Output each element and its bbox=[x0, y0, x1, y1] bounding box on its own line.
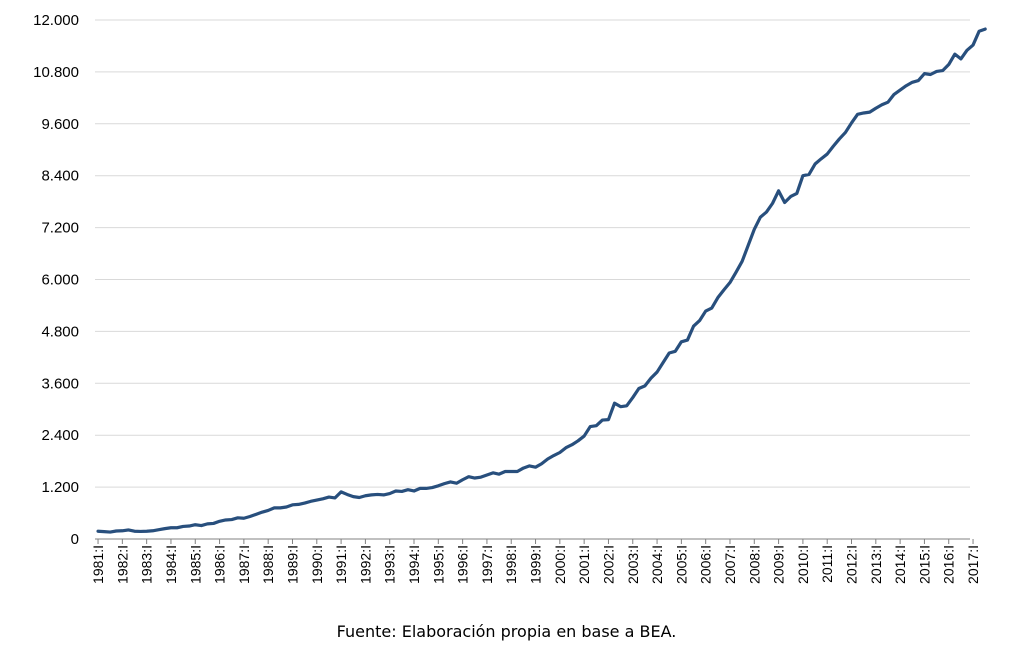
x-tick-label: 1994:I bbox=[406, 545, 422, 584]
x-tick-label: 2000:I bbox=[552, 545, 568, 584]
y-tick-label: 9.600 bbox=[41, 116, 79, 133]
x-tick-label: 2013:I bbox=[868, 545, 884, 584]
x-tick-label: 1981:I bbox=[90, 545, 106, 584]
y-tick-label: 6.000 bbox=[41, 272, 79, 289]
x-tick-label: 1999:I bbox=[528, 545, 544, 584]
x-tick-label: 1995:I bbox=[430, 545, 446, 584]
x-tick-label: 2014:I bbox=[892, 545, 908, 584]
x-tick-label: 2003:I bbox=[625, 545, 641, 584]
y-tick-label: 0 bbox=[71, 531, 79, 548]
y-tick-label: 12.000 bbox=[33, 12, 79, 29]
x-tick-label: 2010:I bbox=[795, 545, 811, 584]
x-tick-label: 2015:I bbox=[916, 545, 932, 584]
x-tick-label: 1986:I bbox=[212, 545, 228, 584]
x-tick-label: 1985:I bbox=[187, 545, 203, 584]
x-tick-label: 1996:I bbox=[455, 545, 471, 584]
x-tick-label: 1991:I bbox=[333, 545, 349, 584]
x-tick-label: 2002:I bbox=[600, 545, 616, 584]
x-tick-label: 2009:I bbox=[771, 545, 787, 584]
x-tick-label: 1983:I bbox=[139, 545, 155, 584]
x-tick-label: 2011:I bbox=[819, 545, 835, 583]
y-tick-label: 7.200 bbox=[41, 220, 79, 237]
x-tick-label: 1990:I bbox=[309, 545, 325, 584]
y-tick-label: 2.400 bbox=[41, 427, 79, 444]
x-tick-label: 1988:I bbox=[260, 545, 276, 584]
source-note: Fuente: Elaboración propia en base a BEA… bbox=[336, 622, 677, 641]
x-tick-label: 1997:I bbox=[479, 545, 495, 584]
x-tick-label: 2006:I bbox=[698, 545, 714, 584]
x-tick-label: 1989:I bbox=[284, 545, 300, 584]
x-tick-label: 2004:I bbox=[649, 545, 665, 584]
series-line bbox=[96, 27, 987, 534]
x-tick-label: 1998:I bbox=[503, 545, 519, 584]
x-tick-label: 2001:I bbox=[576, 545, 592, 584]
x-tick-label: 1982:I bbox=[114, 545, 130, 584]
x-tick-label: 2005:I bbox=[673, 545, 689, 584]
y-tick-label: 10.800 bbox=[33, 64, 79, 81]
x-tick-label: 1984:I bbox=[163, 545, 179, 584]
y-tick-label: 8.400 bbox=[41, 168, 79, 185]
y-tick-label: 3.600 bbox=[41, 375, 79, 392]
series-layer bbox=[96, 27, 987, 534]
x-tick-label: 1992:I bbox=[357, 545, 373, 584]
x-tick-label: 2007:I bbox=[722, 545, 738, 584]
y-tick-label: 4.800 bbox=[41, 323, 79, 340]
x-axis-tick-labels: 1981:I 1982:I 1983:I 1984:I 1985:I 1986:I 1987… bbox=[90, 539, 981, 584]
x-tick-label: 2016:I bbox=[941, 545, 957, 584]
x-tick-label: 2012:I bbox=[844, 545, 860, 584]
y-tick-label: 1.200 bbox=[41, 479, 79, 496]
x-tick-label: 1987:I bbox=[236, 545, 252, 584]
x-tick-label: 2008:I bbox=[746, 545, 762, 584]
y-axis-tick-labels: 0 1.200 2.400 3.600 4.800 6.000 7.200 8.400 9.60… bbox=[33, 12, 79, 548]
x-tick-label: 1993:I bbox=[382, 545, 398, 584]
x-tick-label: 2017:I bbox=[965, 545, 981, 584]
gridlines bbox=[95, 19, 970, 488]
